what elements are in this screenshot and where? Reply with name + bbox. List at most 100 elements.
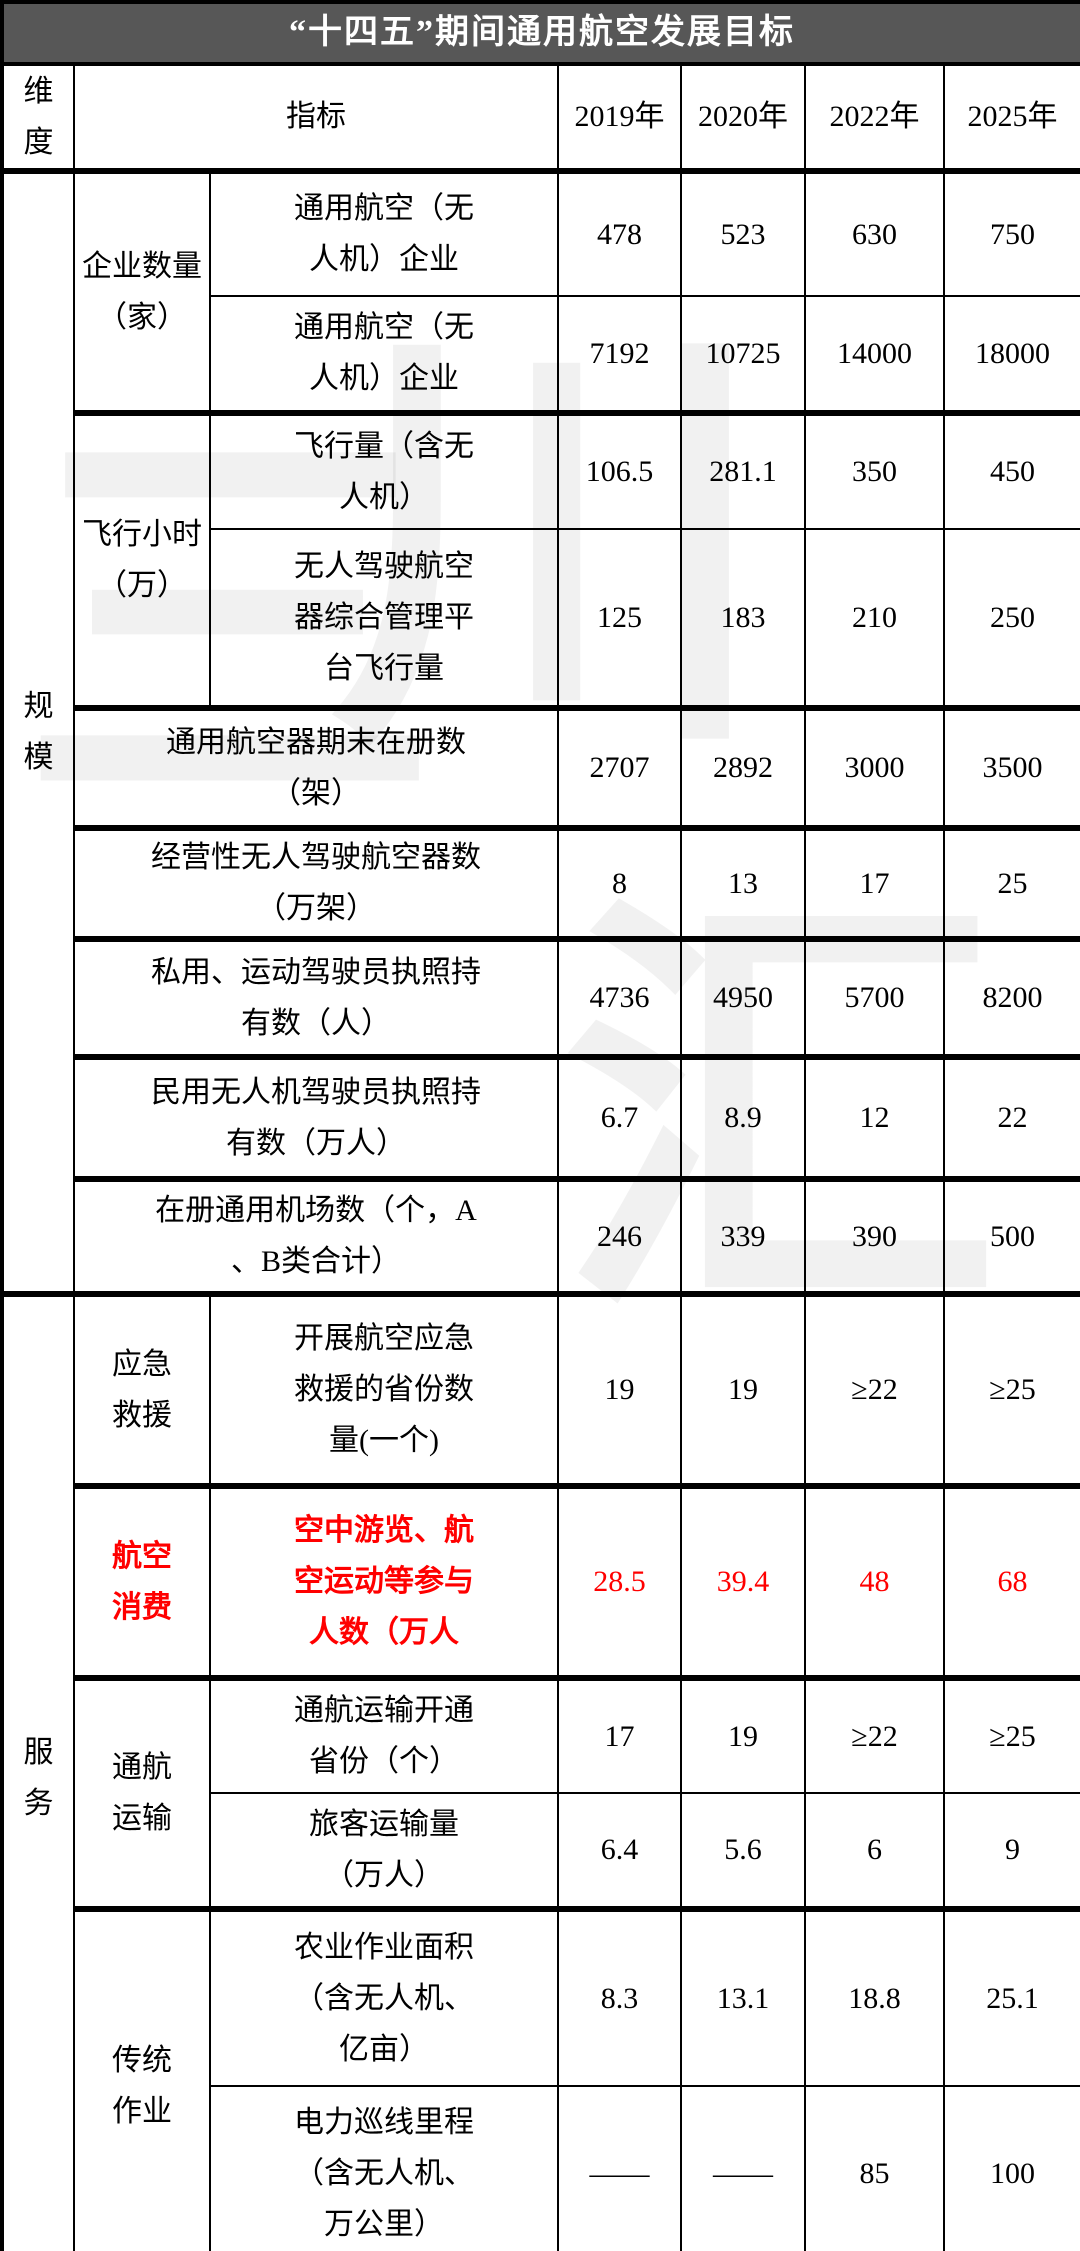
value-2020: 183 (680, 527, 806, 709)
value-2019: 106.5 (557, 409, 682, 530)
value-2022: 630 (804, 167, 945, 297)
value-2019: 478 (557, 167, 682, 297)
value-2020: 8.9 (680, 1053, 806, 1180)
indicator-label: 农业作业面积 （含无人机、 亿亩） (209, 1905, 559, 2087)
indicator-label: 民用无人机驾驶员执照持 有数（万人） (73, 1053, 559, 1180)
value-2019: 8 (557, 824, 682, 940)
value-2025: 750 (942, 167, 1080, 297)
value-2022: 18.8 (804, 1905, 945, 2087)
table-row: 传统 作业 农业作业面积 （含无人机、 亿亩） 8.3 13.1 18.8 25… (2, 1905, 1080, 2251)
indicator-label: 电力巡线里程 （含无人机、 万公里） (209, 2084, 559, 2251)
value-2025: 18000 (942, 294, 1080, 414)
value-2022: 350 (804, 409, 945, 530)
value-2025: 68 (942, 1482, 1080, 1679)
group-ga-transport: 通航 运输 (73, 1674, 211, 1910)
table-row: 规模 企业数量 （家） 通用航空（无 人机）企业 478 523 630 750 (1, 167, 1080, 1295)
value-2025: 100 (942, 2084, 1080, 2251)
dimension-service: 服务 (1, 1290, 75, 2251)
group-aviation-consumption: 航空 消费 (73, 1482, 211, 1679)
indicator-label: 在册通用机场数（个，A 、B类合计） (73, 1175, 559, 1295)
header-year-2019: 2019年 (557, 62, 682, 172)
indicator-label: 通航运输开通 省份（个） (209, 1674, 559, 1794)
indicator-label: 经营性无人驾驶航空器数 （万架） (73, 824, 559, 940)
value-2019: 125 (557, 527, 682, 709)
indicator-label: 私用、运动驾驶员执照持 有数（人） (73, 935, 559, 1058)
table-title-row: “十四五”期间通用航空发展目标 (0, 1, 1080, 66)
value-2020: 4950 (680, 935, 806, 1058)
value-2020: 281.1 (680, 409, 806, 530)
value-2020: 13.1 (680, 1905, 806, 2087)
value-2019: 8.3 (557, 1905, 682, 2087)
header-row: 维度 指标 2019年 2020年 2022年 2025年 (1, 62, 1080, 172)
value-2019: 7192 (557, 294, 682, 414)
value-2022: 210 (804, 527, 945, 709)
value-2025: 25.1 (942, 1905, 1080, 2087)
value-2020: 10725 (680, 294, 806, 414)
table-row: 民用无人机驾驶员执照持 有数（万人） 6.7 8.9 12 22 (2, 1053, 1080, 1180)
value-2022: 12 (804, 1053, 945, 1180)
value-2022: ≥22 (804, 1290, 945, 1487)
value-2019: 17 (557, 1674, 682, 1794)
indicator-label: 通用航空（无 人机）企业 (209, 167, 559, 297)
header-indicator: 指标 (73, 62, 559, 172)
group-traditional-operations: 传统 作业 (73, 1905, 211, 2251)
table-row-highlighted: 航空 消费 空中游览、航 空运动等参与 人数（万人 28.5 39.4 48 6… (2, 1482, 1080, 1679)
value-2020: 2892 (680, 704, 806, 829)
value-2025: 8200 (942, 935, 1080, 1058)
value-2022: 5700 (804, 935, 945, 1058)
indicator-label: 飞行量（含无 人机） (209, 409, 559, 530)
value-2022: 48 (804, 1482, 945, 1679)
table-row: 经营性无人驾驶航空器数 （万架） 8 13 17 25 (2, 824, 1080, 940)
value-2019: 4736 (557, 935, 682, 1058)
table-row: 服务 应急 救援 开展航空应急 救援的省份数 量(一个) 19 19 ≥22 ≥… (1, 1290, 1080, 2251)
value-2022: 85 (804, 2084, 945, 2251)
table-row: 飞行小时 （万） 飞行量（含无 人机） 106.5 281.1 350 450 (2, 409, 1080, 709)
value-2025: 250 (942, 527, 1080, 709)
value-2019: —— (557, 2084, 682, 2251)
table-row: 无人驾驶航空 器综合管理平 台飞行量 125 183 210 250 (2, 527, 1080, 709)
value-2025: ≥25 (942, 1290, 1080, 1487)
value-2025: 9 (942, 1791, 1080, 1910)
value-2020: 523 (680, 167, 806, 297)
header-dimension: 维度 (1, 62, 75, 172)
group-emergency-rescue: 应急 救援 (73, 1290, 211, 1487)
value-2025: 450 (942, 409, 1080, 530)
header-year-2022: 2022年 (804, 62, 945, 172)
value-2020: 339 (680, 1175, 806, 1295)
indicator-label: 无人驾驶航空 器综合管理平 台飞行量 (209, 527, 559, 709)
value-2019: 246 (557, 1175, 682, 1295)
page-title: “十四五”期间通用航空发展目标 (0, 1, 1080, 66)
table-row: 通用航空（无 人机）企业 7192 10725 14000 18000 (2, 294, 1080, 414)
value-2020: 13 (680, 824, 806, 940)
group-enterprise-count: 企业数量 （家） (73, 167, 211, 414)
table-row: 旅客运输量 （万人） 6.4 5.6 6 9 (2, 1791, 1080, 1910)
group-flight-hours: 飞行小时 （万） (73, 409, 211, 709)
indicator-label: 空中游览、航 空运动等参与 人数（万人 (209, 1482, 559, 1679)
indicator-label: 通用航空（无 人机）企业 (209, 294, 559, 414)
header-year-2020: 2020年 (680, 62, 806, 172)
value-2020: 19 (680, 1674, 806, 1794)
indicator-label: 旅客运输量 （万人） (209, 1791, 559, 1910)
value-2020: 39.4 (680, 1482, 806, 1679)
value-2025: ≥25 (942, 1674, 1080, 1794)
dimension-scale: 规模 (1, 167, 75, 1295)
indicator-label: 通用航空器期末在册数 （架） (73, 704, 559, 829)
value-2020: 19 (680, 1290, 806, 1487)
value-2020: —— (680, 2084, 806, 2251)
value-2019: 6.7 (557, 1053, 682, 1180)
value-2019: 28.5 (557, 1482, 682, 1679)
value-2025: 25 (942, 824, 1080, 940)
value-2022: 3000 (804, 704, 945, 829)
value-2022: 14000 (804, 294, 945, 414)
value-2025: 500 (942, 1175, 1080, 1295)
table-row: 在册通用机场数（个，A 、B类合计） 246 339 390 500 (2, 1175, 1080, 1295)
table-row: 电力巡线里程 （含无人机、 万公里） —— —— 85 100 (2, 2084, 1080, 2251)
value-2019: 19 (557, 1290, 682, 1487)
header-year-2025: 2025年 (942, 62, 1080, 172)
table-row: 通航 运输 通航运输开通 省份（个） 17 19 ≥22 ≥25 (2, 1674, 1080, 1910)
table-row: 通用航空器期末在册数 （架） 2707 2892 3000 3500 (2, 704, 1080, 829)
value-2025: 22 (942, 1053, 1080, 1180)
value-2022: ≥22 (804, 1674, 945, 1794)
